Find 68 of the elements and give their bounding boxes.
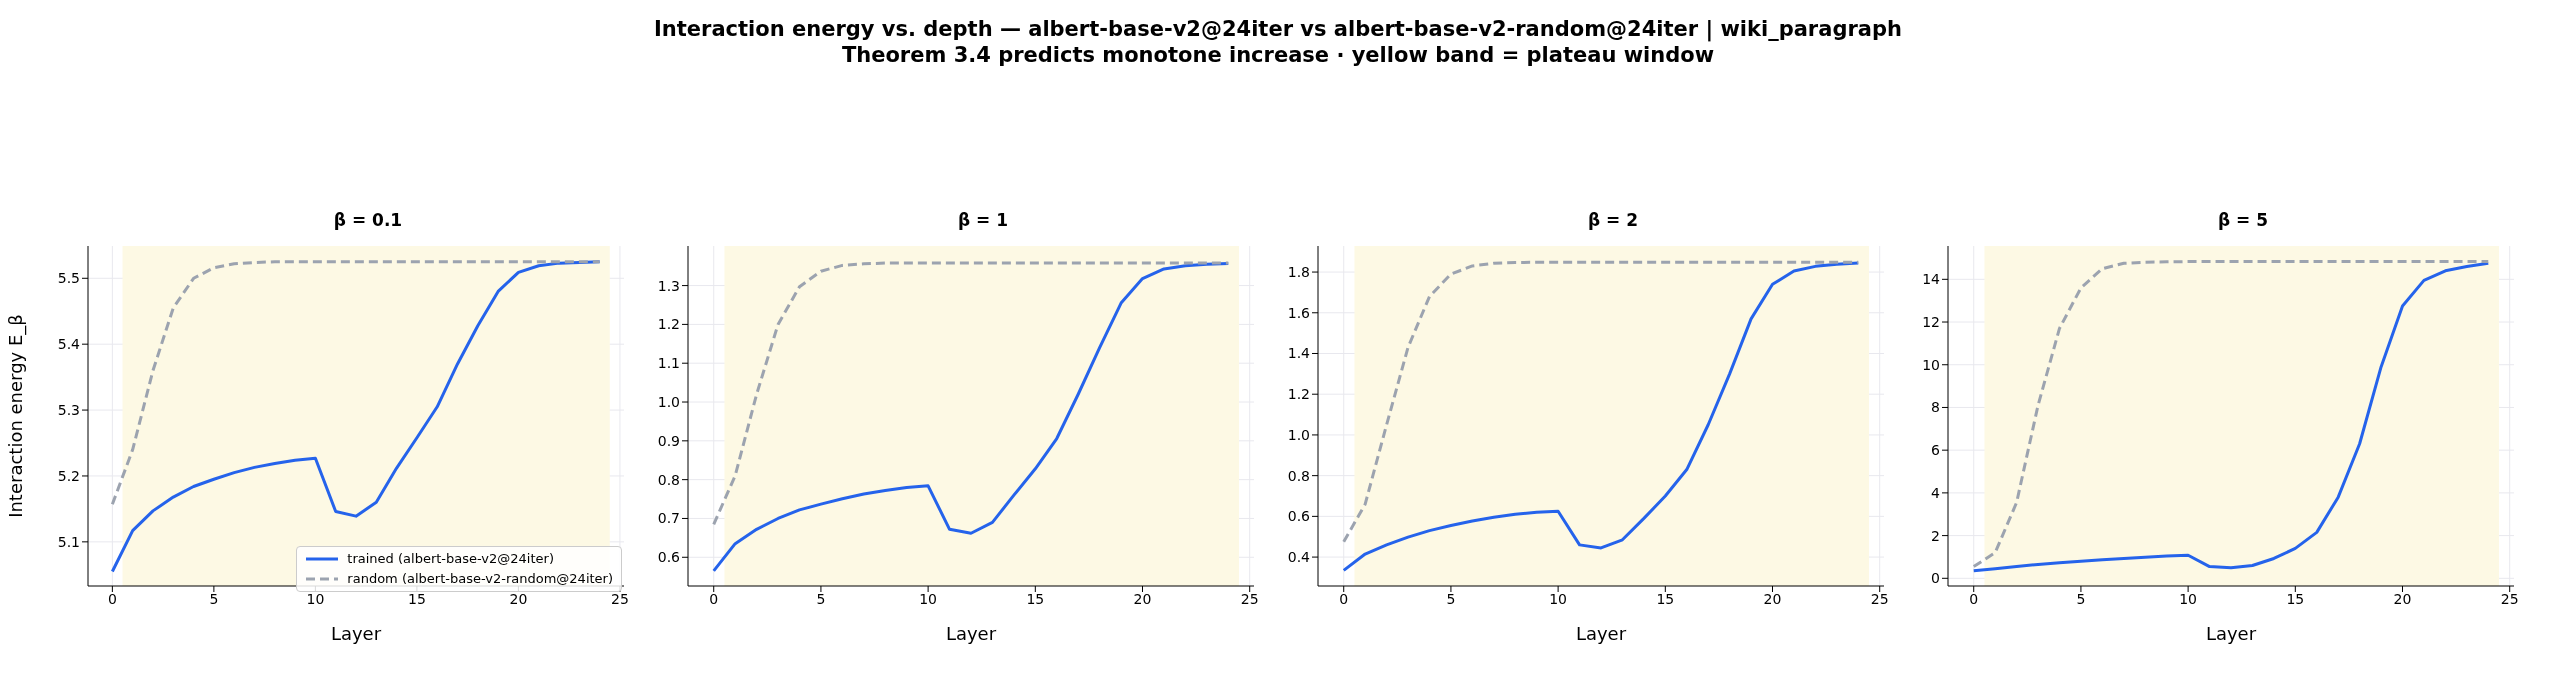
chart-title: β = 0.1 bbox=[332, 210, 404, 230]
legend-label: trained (albert-base-v2@24iter) bbox=[347, 550, 554, 568]
y-tick-label: 10 bbox=[1922, 356, 1940, 373]
y-tick-label: 1.2 bbox=[657, 316, 680, 333]
x-tick-label: 20 bbox=[1133, 590, 1152, 607]
y-tick-label: 0.7 bbox=[657, 510, 680, 527]
text: Interaction energy vs. depth — albert-base-v2@24iter vs albert-base-v2-random@24iter | wiki_paragraph bbox=[653, 16, 1903, 42]
x-tick-label: 5 bbox=[209, 590, 219, 607]
y-tick-label: 6 bbox=[1931, 442, 1941, 459]
y-tick-label: 5.1 bbox=[57, 533, 80, 550]
x-tick-label: 10 bbox=[2179, 590, 2198, 607]
y-tick-label: 0.8 bbox=[1287, 467, 1310, 484]
legend-label: random (albert-base-v2-random@24iter) bbox=[347, 570, 613, 588]
y-tick-label: 14 bbox=[1922, 271, 1941, 288]
y-tick-label: 1.2 bbox=[1287, 386, 1310, 403]
y-tick-label: 1.3 bbox=[657, 277, 680, 294]
y-tick-label: 1.1 bbox=[657, 355, 680, 372]
chart-title: β = 2 bbox=[1586, 210, 1640, 230]
y-tick-label: 12 bbox=[1922, 314, 1940, 330]
x-tick-label: 20 bbox=[509, 590, 528, 607]
x-tick-label: 10 bbox=[1549, 590, 1568, 607]
y-tick-label: 0.4 bbox=[1287, 549, 1311, 566]
chart-title: β = 1 bbox=[956, 210, 1010, 230]
line-series bbox=[712, 261, 1230, 526]
y-tick-label: 1.0 bbox=[1287, 426, 1310, 443]
y-tick-label: 5.3 bbox=[57, 402, 80, 419]
x-tick-label: 0 bbox=[107, 590, 117, 607]
y-tick-label: 1.4 bbox=[1287, 345, 1311, 362]
y-tick-label: 0.6 bbox=[657, 549, 681, 566]
x-axis-title: Layer bbox=[2205, 623, 2257, 644]
y-tick-label: 1.0 bbox=[657, 394, 680, 410]
text: Theorem 3.4 predicts monotone increase · yellow band = plateau window bbox=[840, 42, 1716, 68]
x-tick-label: 5 bbox=[2076, 590, 2086, 607]
y-tick-label: 5.4 bbox=[57, 336, 81, 353]
x-tick-label: 25 bbox=[611, 590, 629, 607]
x-tick-label: 25 bbox=[1870, 590, 1889, 607]
y-tick-label: 5.5 bbox=[57, 270, 80, 287]
y-tick-label: 2 bbox=[1931, 527, 1940, 544]
x-tick-label: 20 bbox=[1763, 590, 1782, 607]
x-tick-label: 0 bbox=[709, 590, 719, 607]
x-tick-label: 15 bbox=[1026, 590, 1045, 607]
y-tick-label: 0.6 bbox=[1287, 508, 1311, 525]
x-axis-title: Layer bbox=[1575, 623, 1627, 644]
y-tick-label: 0 bbox=[1931, 570, 1940, 587]
x-tick-label: 15 bbox=[408, 590, 426, 607]
y-tick-label: 8 bbox=[1931, 399, 1940, 416]
y-tick-label: 4 bbox=[1931, 484, 1941, 501]
y-tick-label: 1.8 bbox=[1287, 264, 1310, 281]
x-tick-label: 5 bbox=[1446, 590, 1456, 607]
x-tick-label: 10 bbox=[306, 590, 325, 607]
y-tick-label: 1.6 bbox=[1287, 304, 1311, 321]
x-tick-label: 25 bbox=[2500, 590, 2519, 607]
chart-title: β = 5 bbox=[2216, 210, 2270, 230]
x-tick-label: 5 bbox=[816, 590, 826, 607]
x-tick-label: 25 bbox=[1240, 590, 1259, 607]
x-axis-title: Layer bbox=[945, 623, 997, 644]
x-axis-title: Layer bbox=[330, 623, 382, 644]
x-tick-label: 0 bbox=[1339, 590, 1349, 607]
y-tick-label: 0.8 bbox=[657, 471, 680, 488]
line-series bbox=[110, 260, 602, 506]
y-tick-label: 0.9 bbox=[657, 432, 680, 449]
y-axis-title: Interaction energy E_β bbox=[5, 314, 28, 518]
x-tick-label: 15 bbox=[2286, 590, 2305, 607]
x-tick-label: 20 bbox=[2393, 590, 2412, 607]
x-tick-label: 15 bbox=[1656, 590, 1675, 607]
x-tick-label: 10 bbox=[919, 590, 938, 607]
y-tick-label: 5.2 bbox=[57, 467, 80, 484]
x-tick-label: 0 bbox=[1969, 590, 1979, 607]
